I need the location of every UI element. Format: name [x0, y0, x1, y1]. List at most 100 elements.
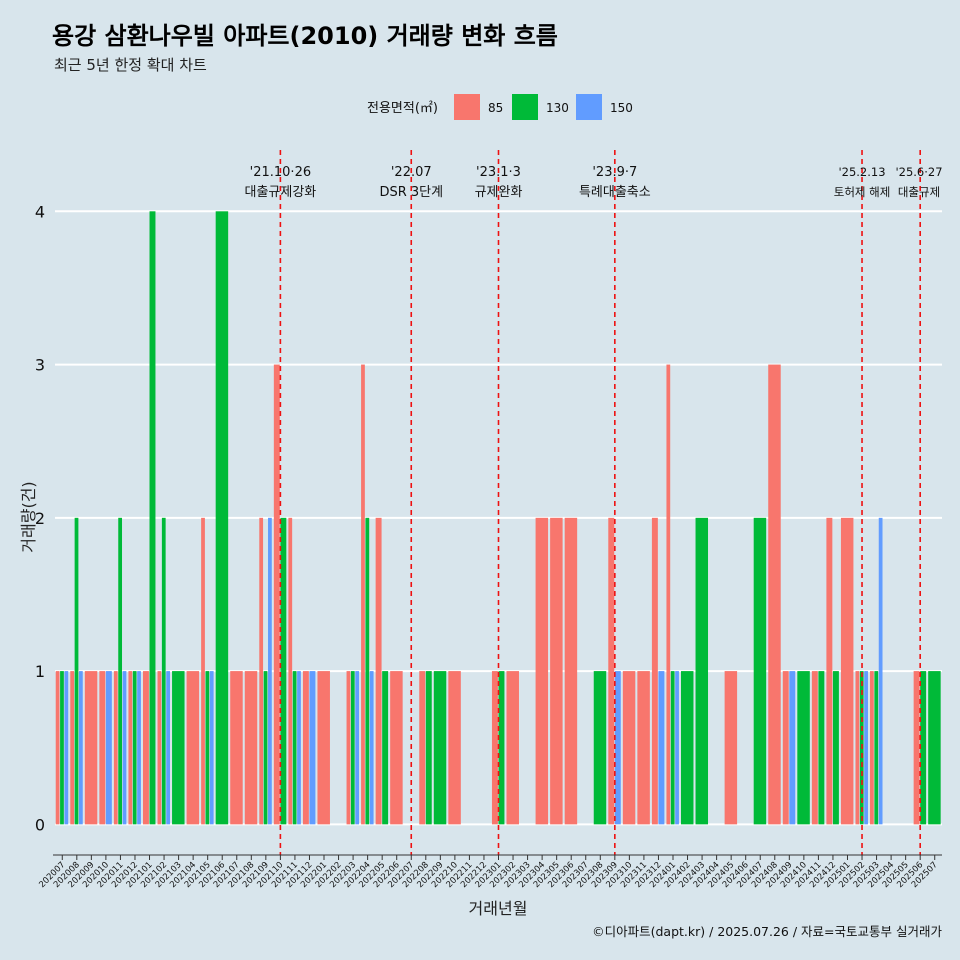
bar-202506-85	[913, 671, 920, 825]
bar-202503-150	[878, 517, 883, 825]
y-tick-label: 1	[35, 662, 45, 681]
bar-202401-150	[675, 671, 679, 825]
legend: 전용면적(㎡) 85 130 150	[367, 94, 633, 120]
bar-202111-85	[288, 517, 293, 825]
bar-202501-85	[840, 517, 854, 825]
bars	[55, 211, 941, 825]
bar-202203-130	[350, 671, 355, 825]
bar-202105-85	[201, 517, 205, 825]
bar-202411-85	[811, 671, 818, 825]
bar-202102-85	[157, 671, 162, 825]
bar-202412-85	[826, 517, 833, 825]
bar-202203-85	[346, 671, 351, 825]
bar-202409-85	[782, 671, 789, 825]
event-label-3: 특례대출축소	[579, 185, 651, 200]
bar-202203-150	[355, 671, 360, 825]
bar-202306-85	[564, 517, 578, 825]
bar-202011-85	[113, 671, 118, 825]
bar-202104-85	[186, 671, 200, 825]
bar-202402-130	[680, 671, 694, 825]
legend-title: 전용면적(㎡)	[367, 101, 438, 116]
legend-swatch-150	[576, 94, 602, 120]
bar-202503-130	[874, 671, 879, 825]
bar-202208-85	[419, 671, 426, 825]
bar-202109-130	[263, 671, 268, 825]
legend-label-85: 85	[488, 101, 503, 115]
y-tick-label: 0	[35, 815, 45, 834]
bar-202009-85	[84, 671, 98, 825]
chart-title: 용강 삼환나우빌 아파트(2010) 거래량 변화 흐름	[52, 22, 558, 50]
caption: ©디아파트(dapt.kr) / 2025.07.26 / 자료=국토교통부 실…	[592, 924, 942, 939]
bar-202102-130	[161, 517, 166, 825]
bar-202109-150	[268, 517, 272, 825]
bar-202007-85	[55, 671, 60, 825]
bar-202110-130	[280, 517, 287, 825]
bar-202304-85	[535, 517, 549, 825]
bar-202112-85	[302, 671, 309, 825]
event-label-5: 대출규제	[898, 185, 940, 199]
bar-202408-85	[768, 364, 781, 825]
bar-202208-130	[425, 671, 432, 825]
x-axis-title: 거래년월	[469, 899, 528, 918]
bar-202401-85	[666, 364, 671, 825]
bar-202308-130	[593, 671, 607, 825]
event-date-1: '22.07	[391, 165, 432, 180]
event-date-2: '23.1·3	[476, 165, 521, 180]
bar-202010-85	[99, 671, 106, 825]
bar-202503-85	[870, 671, 874, 825]
bar-202206-85	[390, 671, 403, 825]
bar-202101-85	[142, 671, 149, 825]
bar-202205-130	[382, 671, 389, 825]
legend-swatch-85	[454, 94, 480, 120]
bar-202205-85	[375, 517, 382, 825]
bar-202309-85	[608, 517, 615, 825]
bar-202012-150	[137, 671, 141, 825]
y-tick-label: 3	[35, 356, 45, 375]
bar-202109-85	[259, 517, 264, 825]
bar-202209-130	[433, 671, 447, 825]
bar-202105-150	[209, 671, 214, 825]
bar-202410-130	[797, 671, 810, 825]
bar-202111-150	[297, 671, 301, 825]
event-date-4: '25.2.13	[838, 165, 885, 179]
bar-202008-85	[70, 671, 75, 825]
bar-202506-130	[920, 671, 927, 825]
event-date-5: '25.6·27	[895, 165, 942, 179]
bar-202309-150	[614, 671, 621, 825]
x-axis: 2020072020082020092020102020112020122021…	[37, 854, 942, 890]
bar-202403-130	[695, 517, 709, 825]
bar-202107-85	[230, 671, 243, 825]
bar-202502-150	[864, 671, 868, 825]
bar-202112-150	[309, 671, 316, 825]
event-label-2: 규제완화	[475, 185, 523, 200]
bar-202111-130	[292, 671, 297, 825]
y-axis-title: 거래량(건)	[19, 481, 38, 552]
bar-202507-130	[928, 671, 941, 825]
bar-202305-85	[550, 517, 563, 825]
bar-202007-130	[60, 671, 64, 825]
bar-202108-85	[244, 671, 258, 825]
bar-202201-85	[317, 671, 330, 825]
legend-label-130: 130	[546, 101, 569, 115]
bar-202011-130	[118, 517, 123, 825]
bar-202210-85	[448, 671, 461, 825]
bar-202407-130	[753, 517, 767, 825]
bar-202007-150	[64, 671, 69, 825]
bar-202311-85	[637, 671, 650, 825]
legend-label-150: 150	[610, 101, 633, 115]
bar-202409-150	[789, 671, 796, 825]
bar-202008-150	[78, 671, 83, 825]
bar-202010-150	[105, 671, 112, 825]
bar-202310-85	[622, 671, 636, 825]
bar-202102-150	[166, 671, 171, 825]
bar-202301-130	[498, 671, 505, 825]
y-tick-label: 4	[35, 202, 45, 221]
bar-202103-130	[172, 671, 185, 825]
bar-202204-150	[369, 671, 374, 825]
bar-202302-85	[506, 671, 519, 825]
bar-202106-130	[215, 211, 229, 825]
bar-202204-130	[365, 517, 370, 825]
event-label-1: DSR 3단계	[379, 185, 443, 200]
